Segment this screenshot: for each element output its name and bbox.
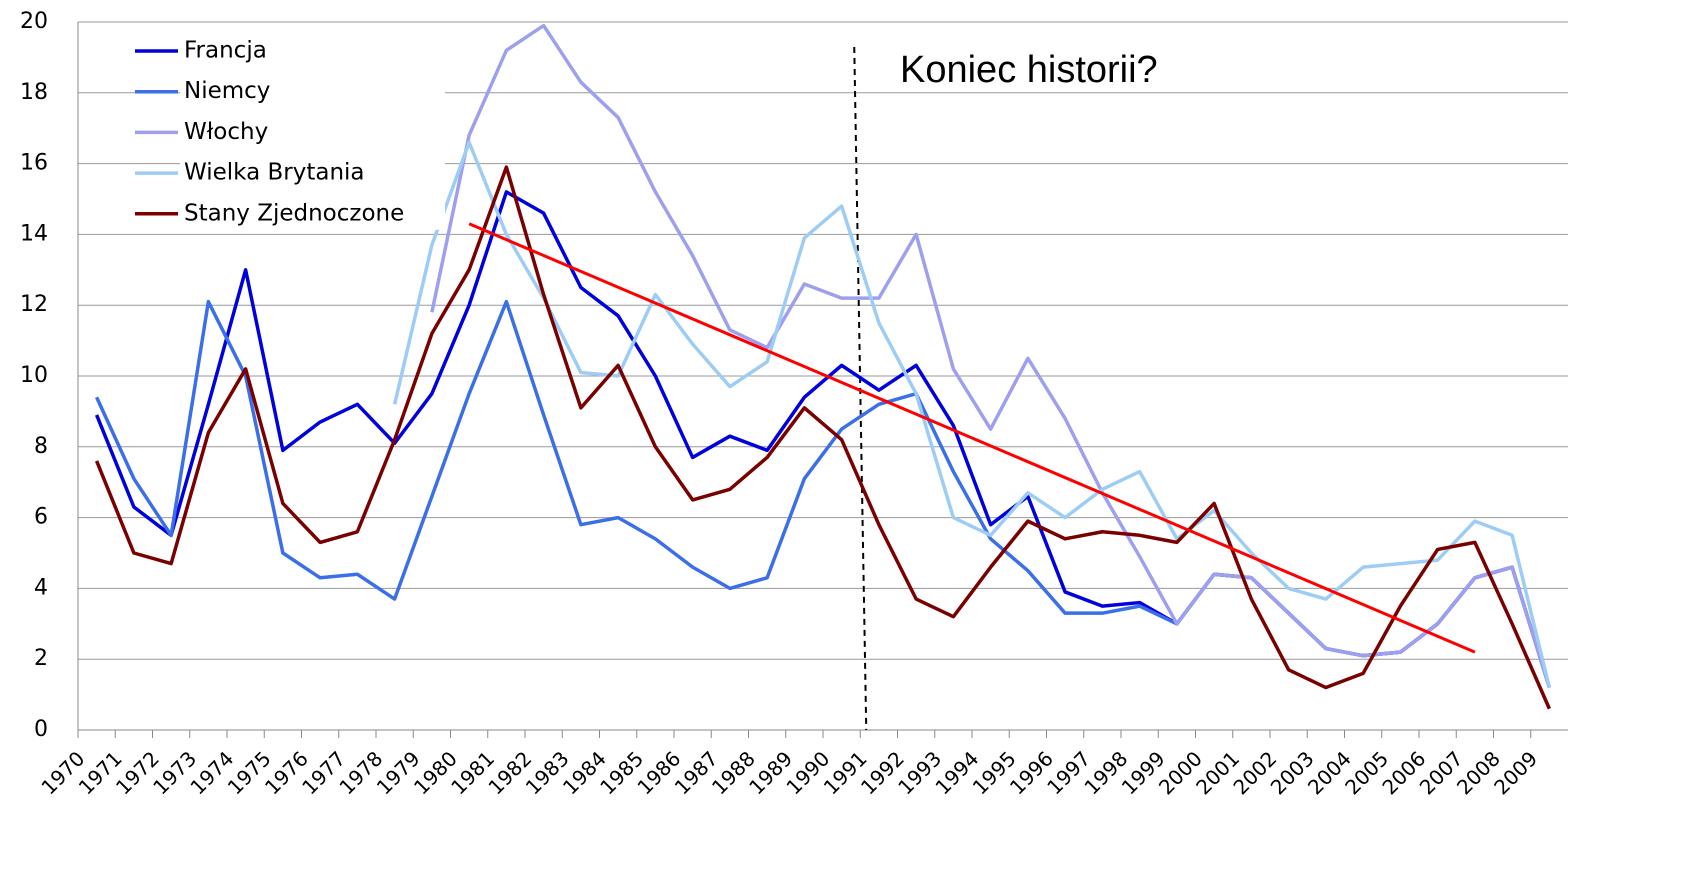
x-tick-label: 2009 [1489, 746, 1542, 799]
legend-label: Niemcy [184, 78, 270, 104]
series-line [95, 165, 1551, 710]
legend-background [180, 75, 445, 108]
annotation-text: Koniec historii? [900, 49, 1158, 91]
series-line [95, 299, 1552, 689]
series-line [430, 23, 1552, 689]
annotation-line [853, 46, 868, 731]
y-tick-label: 16 [20, 151, 48, 176]
y-tick-label: 20 [20, 9, 48, 34]
legend-label: Wielka Brytania [184, 160, 365, 186]
y-tick-label: 6 [34, 505, 48, 530]
legend-label: Włochy [184, 119, 268, 145]
legend-background [180, 116, 445, 149]
legend-label: Stany Zjednoczone [184, 200, 404, 226]
y-tick-label: 4 [34, 575, 48, 600]
y-tick-label: 12 [20, 292, 48, 317]
legend-background [180, 35, 445, 67]
y-tick-label: 18 [20, 80, 48, 105]
legend-label: Francja [184, 38, 267, 64]
y-tick-label: 0 [34, 717, 48, 742]
series-line [392, 140, 1552, 688]
y-tick-label: 10 [20, 363, 48, 388]
trend-line [468, 222, 1476, 654]
y-tick-label: 14 [20, 221, 48, 246]
y-tick-label: 2 [34, 646, 48, 671]
legend-background [180, 157, 445, 190]
series-line [95, 190, 1552, 689]
y-tick-label: 8 [34, 434, 48, 459]
legend-background [180, 197, 445, 230]
